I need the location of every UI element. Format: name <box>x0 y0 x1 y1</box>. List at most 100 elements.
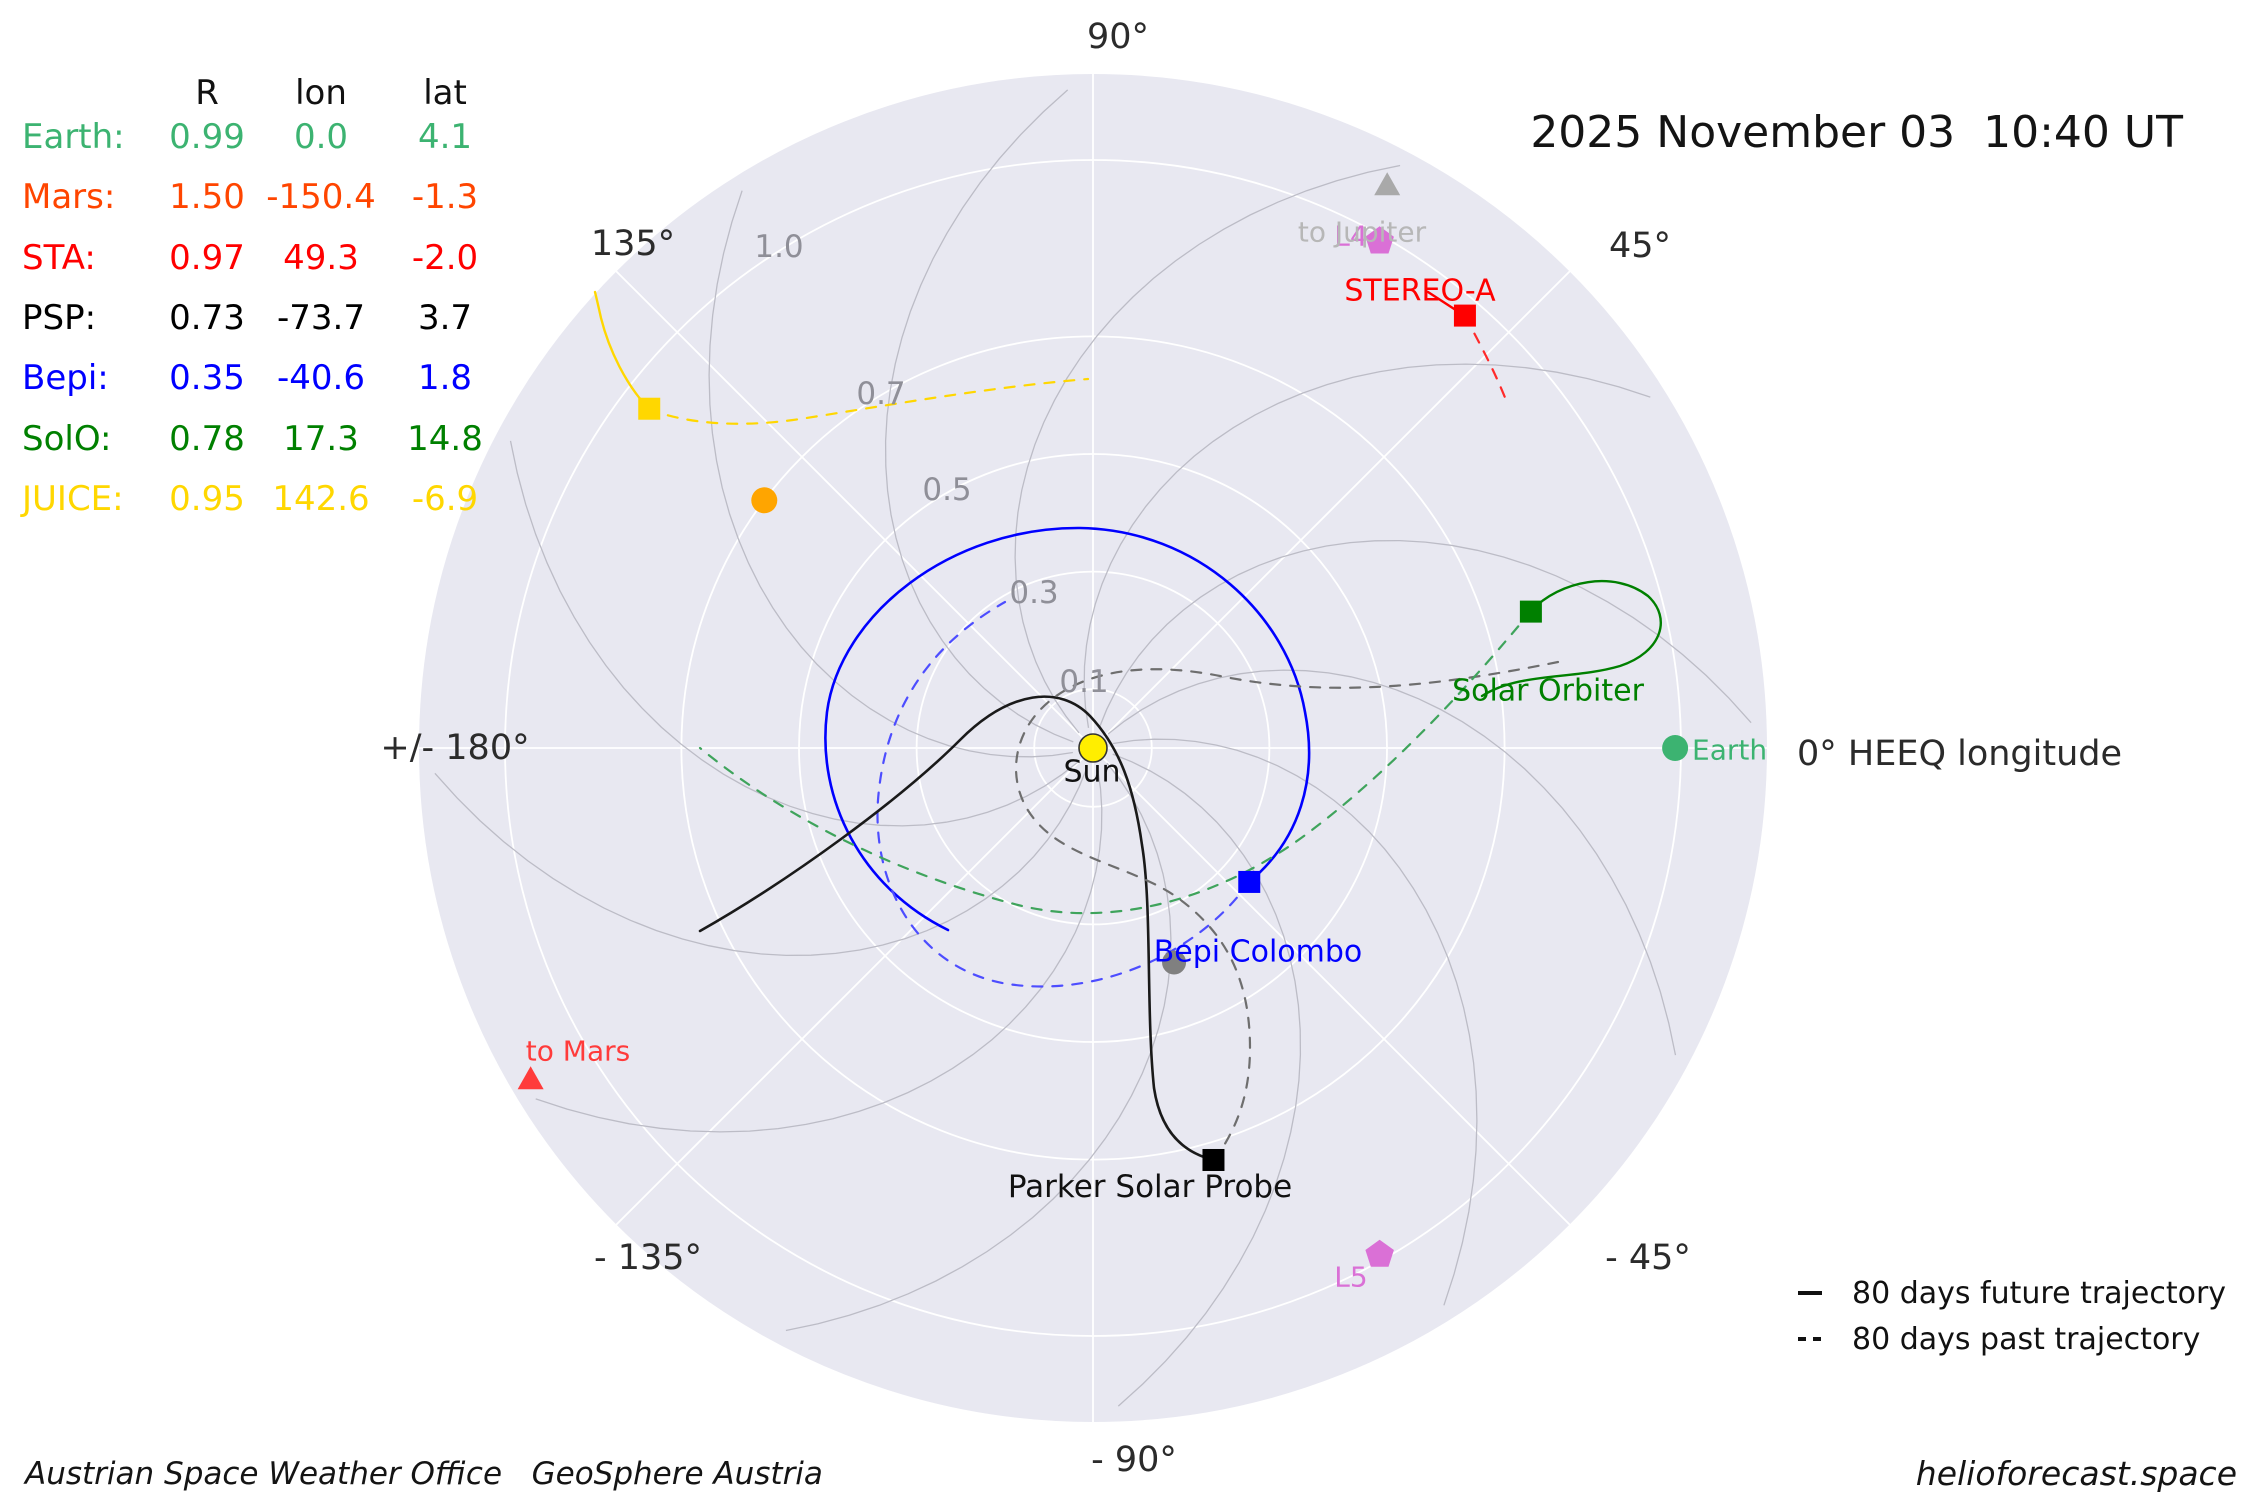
table-row-solo-name: SolO: <box>22 418 112 459</box>
parker-spiral <box>785 762 1172 1332</box>
solo-marker <box>1519 600 1542 623</box>
trajectory-solo-future <box>1480 579 1662 698</box>
table-row-mars-name: Mars: <box>22 177 116 218</box>
trajectory-psp-future <box>698 695 1216 1162</box>
angle-tick-label--135-: - 135° <box>594 1238 702 1278</box>
grid-spoke-225 <box>615 747 1094 1226</box>
parker-spiral <box>1098 539 1752 729</box>
table-row-earth-name: Earth: <box>22 117 125 157</box>
angle-tick-label--90-: - 90° <box>1091 1440 1177 1480</box>
table-row-sta-name: STA: <box>22 237 96 278</box>
earth-label: Earth <box>1692 734 1767 767</box>
to_jupiter-marker <box>1374 172 1401 196</box>
table-row-bepi-R: 0.35 <box>169 358 245 399</box>
trajectory-juice-future <box>593 290 651 411</box>
angle-tick-label--180-: +/- 180° <box>380 728 529 768</box>
dashed-line-icon <box>1798 1337 1828 1341</box>
table-row-sta-R: 0.97 <box>169 237 245 278</box>
legend-row-past: 80 days past trajectory <box>1798 1316 2226 1362</box>
parker-spiral <box>535 768 1103 1133</box>
table-header-lat: lat <box>423 73 467 113</box>
grid-spoke-45 <box>1092 270 1571 749</box>
table-row-solo-lat: 14.8 <box>407 418 483 459</box>
trajectory-legend: 80 days future trajectory 80 days past t… <box>1798 1270 2226 1362</box>
bepi-label: Bepi Colombo <box>1154 935 1363 970</box>
table-row-bepi-name: Bepi: <box>22 358 109 399</box>
trajectory-psp-past <box>1015 660 1560 1162</box>
sun-marker <box>1078 733 1108 763</box>
radial-tick-label-1.0: 1.0 <box>754 229 803 265</box>
mercury-marker <box>1162 950 1187 975</box>
table-row-juice-R: 0.95 <box>169 478 245 519</box>
parker-spiral <box>1083 363 1651 728</box>
table-row-sta-lon: 49.3 <box>283 237 359 278</box>
parker-spiral <box>1107 669 1677 1056</box>
trajectory-juice-past <box>647 377 1090 425</box>
website-credit: helioforecast.space <box>1915 1454 2237 1493</box>
table-row-bepi-lon: -40.6 <box>277 358 365 399</box>
parker-spiral <box>1113 738 1478 1306</box>
table-row-juice-lon: 142.6 <box>272 478 370 519</box>
plot-date-title: 2025 November 03 10:40 UT <box>1530 107 2183 158</box>
table-row-mars-lon: -150.4 <box>266 177 376 218</box>
table-header-R: R <box>195 73 219 113</box>
earth-marker <box>1662 735 1689 761</box>
to_mars-label: to Mars <box>526 1035 630 1068</box>
l4-label: L4 <box>1334 220 1367 253</box>
bepi-marker <box>1238 870 1261 893</box>
trajectory-bepi-future <box>824 526 1311 932</box>
table-header-lon: lon <box>295 73 347 113</box>
parker-spiral <box>884 89 1074 743</box>
trajectory-bepi-past <box>876 600 1251 988</box>
l5-label: L5 <box>1334 1261 1367 1294</box>
table-row-solo-lon: 17.3 <box>283 418 359 459</box>
to_jupiter-label: to Jupiter <box>1298 216 1427 249</box>
radial-tick-label-0.1: 0.1 <box>1059 664 1108 700</box>
table-row-juice-lat: -6.9 <box>411 478 479 519</box>
sun-label: Sun <box>1063 755 1120 790</box>
table-row-earth-lon: 0.0 <box>293 117 349 157</box>
table-row-solo-R: 0.78 <box>169 418 245 459</box>
angle-tick-label-90-: 90° <box>1087 17 1149 57</box>
legend-future-label: 80 days future trajectory <box>1852 1275 2227 1311</box>
solid-line-icon <box>1798 1291 1828 1295</box>
organization-credit: Austrian Space Weather Office GeoSphere … <box>25 1456 823 1492</box>
legend-past-label: 80 days past trajectory <box>1852 1321 2201 1357</box>
table-row-earth-lat: 4.1 <box>417 117 473 157</box>
angle-tick-label--45-: - 45° <box>1605 1238 1691 1278</box>
venus-marker <box>751 487 778 514</box>
stereo_a-label: STEREO-A <box>1344 274 1496 309</box>
table-row-mars-lat: -1.3 <box>411 177 479 218</box>
table-row-psp-lon: -73.7 <box>277 297 365 338</box>
table-row-psp-lat: 3.7 <box>417 297 473 338</box>
to_mars-marker <box>517 1066 544 1090</box>
table-row-juice-name: JUICE: <box>22 478 124 519</box>
angle-tick-label-0-HEEQ-longitude: 0° HEEQ longitude <box>1797 734 2122 774</box>
psp-label: Parker Solar Probe <box>1008 1169 1292 1205</box>
table-row-psp-R: 0.73 <box>169 297 245 338</box>
table-row-bepi-lat: 1.8 <box>417 358 473 399</box>
grid-spoke-135 <box>615 270 1094 749</box>
juice-marker <box>638 397 661 420</box>
trajectory-solo-past <box>698 609 1533 915</box>
angle-tick-label-135-: 135° <box>591 224 675 264</box>
radial-tick-label-0.5: 0.5 <box>922 472 971 508</box>
table-row-sta-lat: -2.0 <box>411 237 479 278</box>
parker-spiral <box>434 767 1088 957</box>
parker-spiral <box>708 190 1073 758</box>
solo-label: Solar Orbiter <box>1452 674 1645 709</box>
table-row-earth-R: 0.99 <box>169 117 245 157</box>
legend-row-future: 80 days future trajectory <box>1798 1270 2226 1316</box>
psp-marker <box>1202 1148 1225 1171</box>
table-row-mars-R: 1.50 <box>169 177 245 218</box>
radial-tick-label-0.3: 0.3 <box>1009 575 1058 611</box>
grid-spoke-315 <box>1092 747 1571 1226</box>
stereo_a-marker <box>1453 304 1476 327</box>
table-row-psp-name: PSP: <box>22 297 97 338</box>
parker-spiral <box>1112 753 1302 1407</box>
radial-tick-label-0.7: 0.7 <box>856 376 905 412</box>
l4-marker <box>1365 226 1394 254</box>
angle-tick-label-45-: 45° <box>1609 226 1671 266</box>
